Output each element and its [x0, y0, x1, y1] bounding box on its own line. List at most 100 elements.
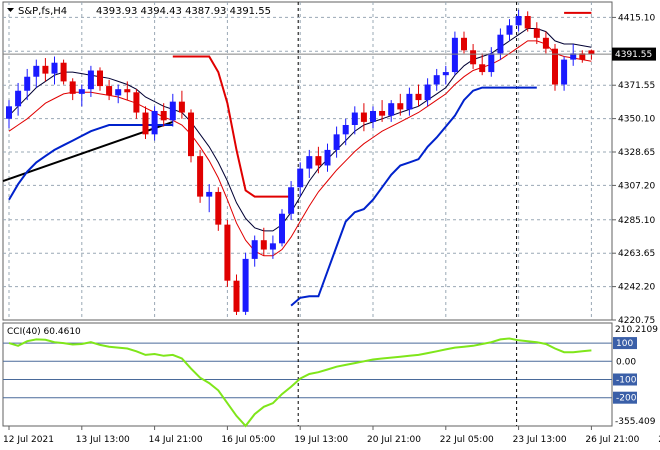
candle-body [151, 110, 158, 135]
price-tick-label: 4220.75 [618, 316, 655, 326]
candle [552, 44, 558, 91]
candle-body [188, 112, 194, 157]
price-tick-label: 4415.10 [618, 13, 655, 23]
candle [524, 11, 531, 32]
candle [415, 84, 422, 107]
candle [515, 9, 522, 32]
candle [570, 44, 577, 66]
candle-body [415, 93, 422, 101]
candle [297, 162, 304, 197]
candle-body [315, 156, 322, 166]
candle-body [197, 156, 204, 197]
candle [60, 59, 67, 85]
candle-body [388, 103, 395, 116]
candle-body [397, 103, 404, 110]
candle [133, 89, 140, 119]
time-tick-label: 12 Jul 2021 [3, 435, 54, 445]
candle-body [279, 213, 285, 244]
candle [342, 118, 349, 146]
time-tick-label: 14 Jul 21:00 [149, 435, 203, 445]
candle [470, 44, 477, 69]
candle-body [233, 280, 240, 312]
candle [333, 126, 340, 158]
candle [142, 106, 149, 140]
price-tick-label: 4285.10 [618, 216, 655, 226]
candle-body [269, 243, 276, 250]
candle-body [470, 50, 477, 65]
candle-body [87, 70, 94, 90]
candle [533, 22, 540, 45]
candle [315, 146, 322, 174]
candle-body [488, 53, 495, 73]
candle-body [106, 86, 113, 96]
time-tick-label: 19 Jul 13:00 [294, 435, 348, 445]
candle [115, 84, 122, 104]
candle-body [242, 258, 249, 312]
candle [588, 49, 595, 60]
candle-body [424, 84, 431, 101]
symbol-label: S&P,fs,H4 [18, 6, 67, 17]
candle-body [570, 53, 577, 60]
candle-body [515, 16, 522, 26]
candle [15, 82, 22, 116]
candle [178, 90, 185, 119]
candle [506, 19, 513, 41]
candle-body [524, 16, 531, 29]
indicator-level-label: -200 [616, 394, 637, 404]
candle-body [506, 25, 513, 35]
candle [488, 47, 495, 77]
indicator-max-label: 210.2109 [615, 325, 658, 335]
cci-line [8, 337, 592, 428]
candle-body [479, 64, 486, 73]
candle [87, 65, 94, 97]
candle [451, 31, 458, 76]
indicator-session-separators [297, 323, 518, 426]
candle-body [215, 191, 222, 225]
candle [269, 235, 276, 259]
candle [542, 31, 549, 54]
candle [224, 219, 231, 287]
candle-body [224, 224, 231, 281]
candle-body [69, 81, 76, 94]
candle-body [33, 65, 40, 77]
candle [479, 53, 486, 76]
time-tick-label: 16 Jul 05:00 [221, 435, 275, 445]
chart-header: S&P,fs,H4 4393.93 4394.43 4387.93 4391.5… [7, 6, 271, 17]
candle-body [60, 62, 67, 82]
candle [424, 78, 431, 107]
candle [24, 68, 31, 101]
candle [406, 87, 413, 116]
candle [215, 187, 222, 231]
candle [42, 58, 49, 82]
candle-body [461, 37, 467, 51]
support-line [290, 86, 537, 307]
indicator-grid [3, 342, 612, 399]
indicator-level-label: 100 [616, 339, 633, 349]
indicator-level-badge [613, 391, 637, 404]
candle-body [370, 110, 376, 122]
candle-body [142, 112, 149, 135]
candle [33, 59, 40, 88]
candle-body [542, 37, 549, 49]
collapse-triangle-icon[interactable] [7, 8, 14, 12]
candle [397, 93, 404, 116]
candle-body [552, 48, 558, 85]
ohlc-label: 4393.93 4394.43 4387.93 4391.55 [96, 6, 271, 17]
candle-body [115, 89, 122, 96]
candle [160, 103, 167, 127]
candle [288, 181, 295, 220]
resistance-line [172, 55, 292, 198]
price-tick-label: 4371.55 [618, 81, 655, 91]
price-tick-label: 4328.65 [618, 148, 655, 158]
time-tick-label: 23 Jul 13:00 [513, 435, 567, 445]
candle [388, 100, 395, 122]
candle-body [342, 124, 349, 135]
candle [360, 103, 367, 132]
candle [206, 184, 213, 213]
indicator-panel [2, 322, 613, 428]
current-price-text: 4391.55 [615, 50, 652, 60]
candle-body [588, 50, 595, 55]
candle-body [533, 28, 540, 38]
candle [106, 79, 113, 101]
